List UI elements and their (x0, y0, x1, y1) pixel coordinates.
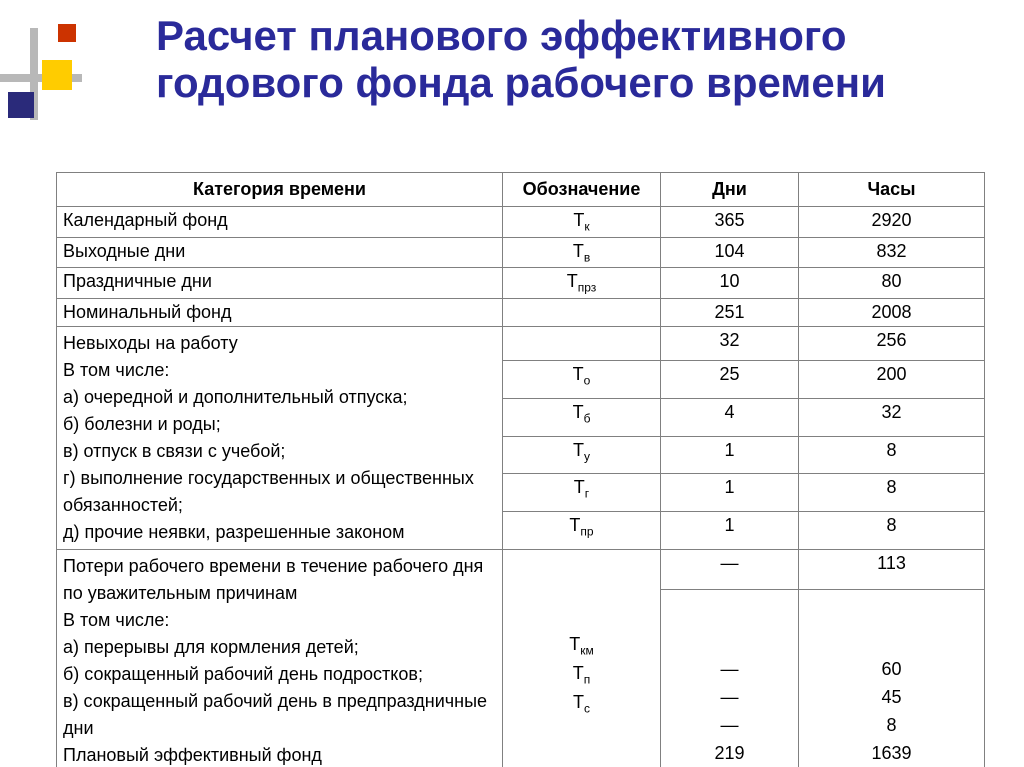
cell-days: 1 (661, 474, 799, 512)
table-row: Потери рабочего времени в течение рабоче… (57, 549, 985, 589)
cell-days: 32 (661, 326, 799, 361)
cell-symbol: Тв (503, 237, 661, 268)
cell-hours: 2920 (799, 207, 985, 238)
cell-hours: 8 (799, 474, 985, 512)
table-row: Невыходы на работуВ том числе:а) очередн… (57, 326, 985, 361)
table-row: Номинальный фонд 2512008 (57, 298, 985, 326)
cell-days: 251 (661, 298, 799, 326)
cell-days: 10 (661, 268, 799, 299)
cell-days: 25 (661, 361, 799, 399)
cell-hours: 8 (799, 512, 985, 550)
cell-category: Потери рабочего времени в течение рабоче… (57, 549, 503, 767)
deco-square-red (58, 24, 76, 42)
cell-symbol (503, 298, 661, 326)
cell-category: Календарный фонд (57, 207, 503, 238)
cell-category: Выходные дни (57, 237, 503, 268)
cell-category: Номинальный фонд (57, 298, 503, 326)
cell-category: Невыходы на работуВ том числе:а) очередн… (57, 326, 503, 549)
cell-days: ———219— (661, 589, 799, 767)
cell-days: 104 (661, 237, 799, 268)
cell-hours: 6045816397,48 (799, 589, 985, 767)
cell-hours: 832 (799, 237, 985, 268)
header-hours: Часы (799, 173, 985, 207)
cell-days: 1 (661, 512, 799, 550)
cell-hours: 256 (799, 326, 985, 361)
cell-category: Праздничные дни (57, 268, 503, 299)
cell-symbol: То (503, 361, 661, 399)
cell-days: 365 (661, 207, 799, 238)
deco-square-navy (8, 92, 34, 118)
cell-hours: 8 (799, 436, 985, 474)
slide: Расчет планового эффективного годового ф… (0, 0, 1024, 767)
table-row: Календарный фондТк3652920 (57, 207, 985, 238)
cell-symbol (503, 326, 661, 361)
cell-symbol: Тг (503, 474, 661, 512)
cell-symbol: Тпрз (503, 268, 661, 299)
cell-hours: 2008 (799, 298, 985, 326)
work-time-table: Категория времени Обозначение Дни Часы К… (56, 172, 985, 767)
header-category: Категория времени (57, 173, 503, 207)
slide-title: Расчет планового эффективного годового ф… (156, 12, 1018, 106)
cell-days: 1 (661, 436, 799, 474)
deco-square-yellow (42, 60, 72, 90)
slide-decoration (0, 18, 85, 138)
header-days: Дни (661, 173, 799, 207)
cell-days: — (661, 549, 799, 589)
cell-symbol: Ту (503, 436, 661, 474)
table-row: Выходные дниТв104832 (57, 237, 985, 268)
table-header-row: Категория времени Обозначение Дни Часы (57, 173, 985, 207)
cell-days: 4 (661, 398, 799, 436)
cell-symbol: Тпр (503, 512, 661, 550)
cell-symbol: Тк (503, 207, 661, 238)
cell-symbol: ТкмТпТс (503, 549, 661, 767)
cell-hours: 32 (799, 398, 985, 436)
cell-symbol: Тб (503, 398, 661, 436)
cell-hours: 200 (799, 361, 985, 399)
cell-hours: 113 (799, 549, 985, 589)
table-row: Праздничные дниТпрз1080 (57, 268, 985, 299)
cell-hours: 80 (799, 268, 985, 299)
header-symbol: Обозначение (503, 173, 661, 207)
